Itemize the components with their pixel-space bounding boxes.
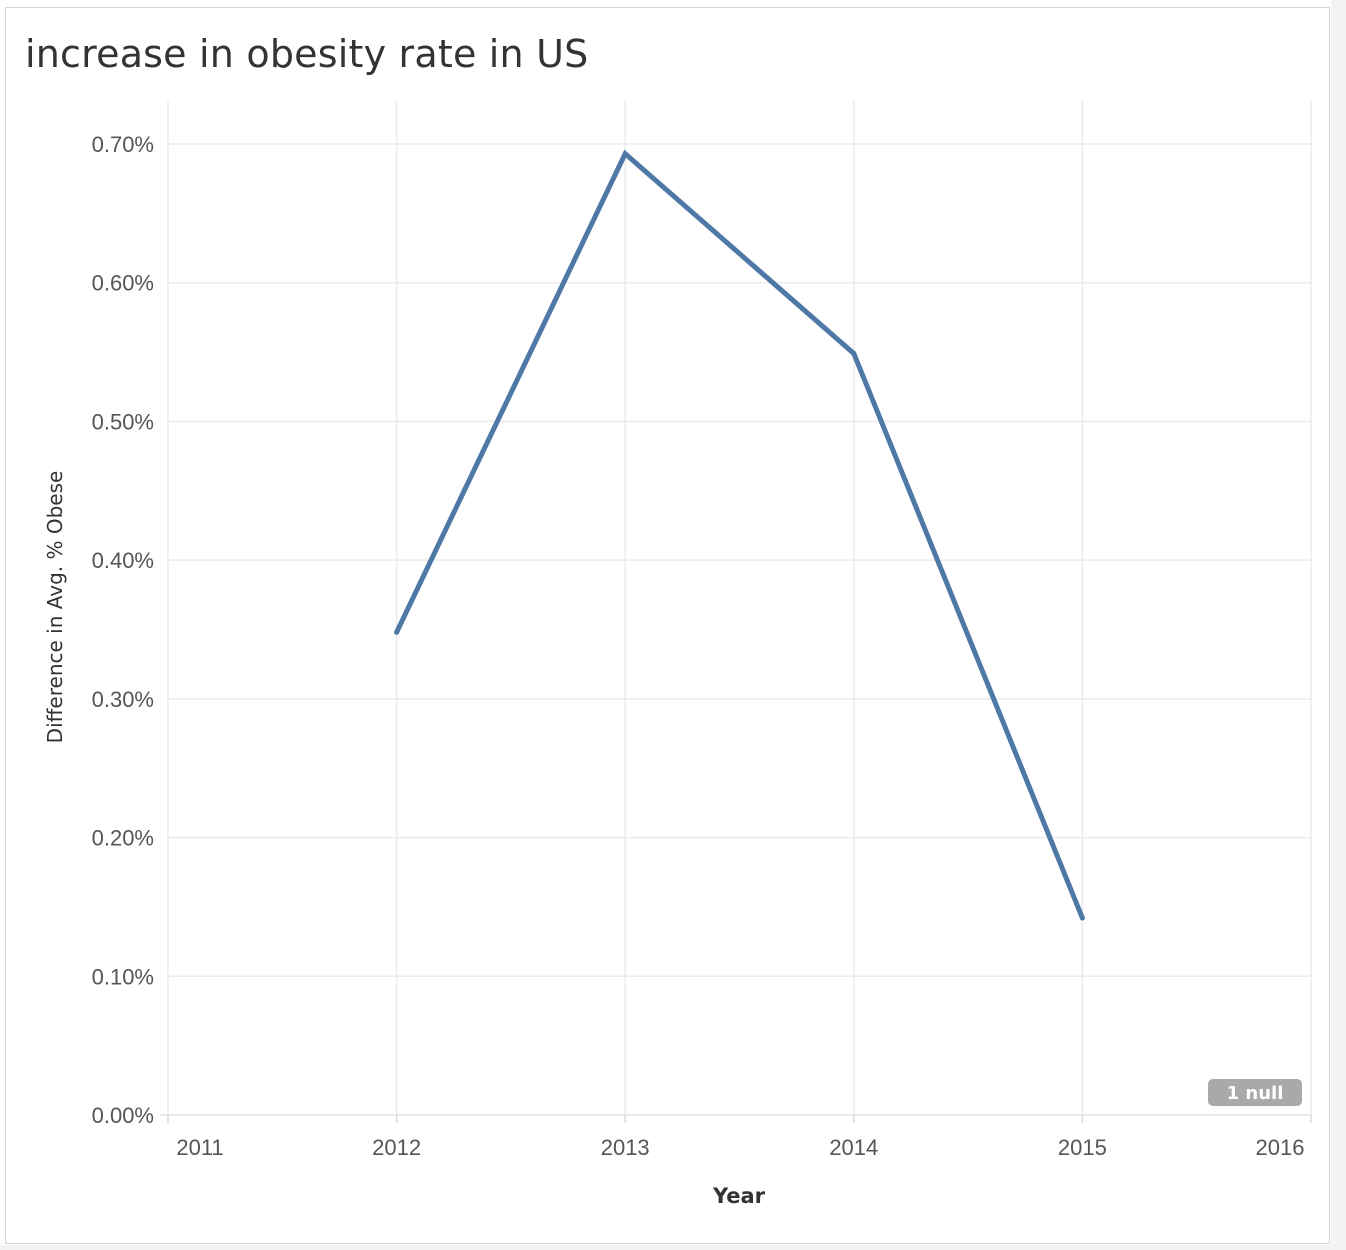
scrollbar-track[interactable] (1331, 0, 1346, 1250)
x-tick-label: 2012 (372, 1135, 421, 1160)
x-axis-title: Year (712, 1184, 766, 1208)
null-indicator[interactable]: 1 null (1208, 1079, 1302, 1106)
y-tick-label: 0.00% (92, 1103, 154, 1128)
chart-title: increase in obesity rate in US (25, 32, 589, 76)
chart-panel (5, 7, 1330, 1244)
x-tick-label: 2014 (829, 1135, 878, 1160)
data-point[interactable] (394, 629, 400, 635)
axes: 0.00% 0.10% 0.20% 0.30% 0.40% 0.50% 0.60% 0.70%… (92, 132, 1312, 1160)
y-tick-label: 0.50% (92, 409, 154, 434)
data-point[interactable] (622, 151, 628, 157)
y-tick-label: 0.70% (92, 132, 154, 157)
y-tick-label: 0.10% (92, 964, 154, 989)
y-tick-label: 0.40% (92, 548, 154, 573)
bottom-edge (0, 1245, 1346, 1250)
x-tick-label: 2013 (601, 1135, 650, 1160)
null-badge[interactable] (1208, 1079, 1302, 1106)
null-badge-label[interactable]: 1 null (1227, 1083, 1284, 1104)
series (394, 149, 1085, 921)
y-tick-label: 0.60% (92, 271, 154, 296)
data-point[interactable] (851, 350, 857, 356)
y-tick-label: 0.20% (92, 826, 154, 851)
x-tick-label: 2015 (1058, 1135, 1107, 1160)
data-point[interactable] (1079, 915, 1085, 921)
y-axis-title: Difference in Avg. % Obese (43, 471, 67, 744)
x-tick-label: 2011 (176, 1135, 223, 1160)
y-tick-label: 0.30% (92, 687, 154, 712)
x-tick-label: 2016 (1256, 1135, 1305, 1160)
grid (167, 101, 1312, 1115)
series-line[interactable] (394, 149, 1085, 921)
